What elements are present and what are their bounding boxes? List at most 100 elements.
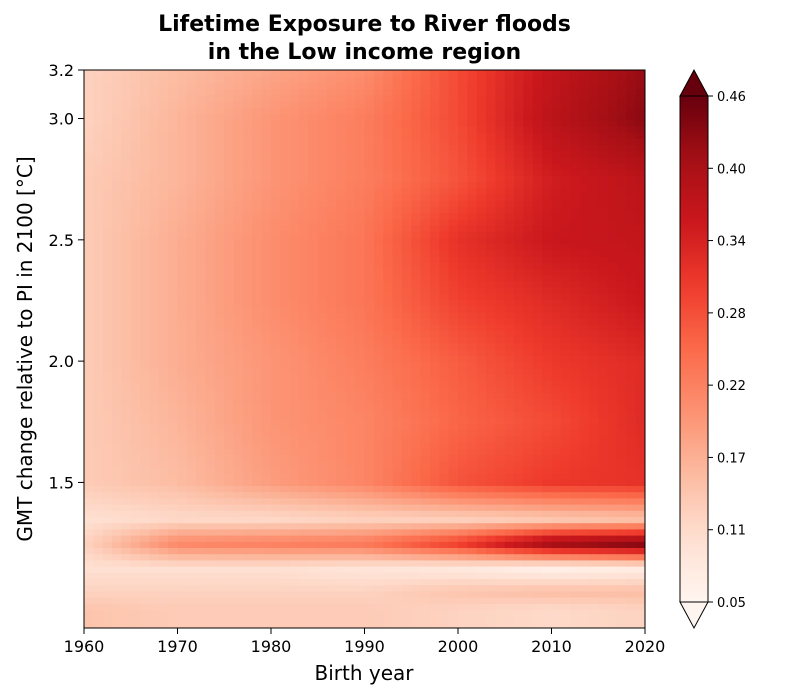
heatmap-cell: [261, 212, 272, 220]
heatmap-cell: [532, 249, 543, 257]
heatmap-cell: [130, 231, 141, 238]
heatmap-cell: [327, 603, 338, 610]
heatmap-cell: [271, 324, 281, 331]
heatmap-cell: [448, 429, 459, 437]
heatmap-cell: [233, 200, 244, 207]
heatmap-cell: [168, 194, 179, 201]
heatmap-cell: [373, 566, 384, 573]
heatmap-cell: [102, 150, 113, 158]
heatmap-cell: [598, 386, 609, 393]
heatmap-cell: [439, 504, 450, 511]
heatmap-cell: [102, 361, 113, 369]
heatmap-cell: [467, 559, 478, 567]
heatmap-cell: [439, 305, 450, 313]
heatmap-cell: [205, 398, 216, 406]
heatmap-cell: [93, 584, 104, 592]
heatmap-cell: [523, 559, 534, 567]
heatmap-cell: [149, 504, 160, 511]
heatmap-cell: [588, 404, 599, 412]
heatmap-cell: [355, 435, 366, 443]
heatmap-cell: [186, 349, 197, 356]
heatmap-cell: [233, 299, 244, 307]
heatmap-cell: [523, 268, 534, 276]
heatmap-cell: [373, 516, 384, 524]
heatmap-cell: [345, 324, 356, 331]
heatmap-cell: [514, 243, 525, 251]
heatmap-cell: [383, 473, 394, 480]
heatmap-cell: [458, 572, 468, 579]
heatmap-cell: [186, 547, 197, 555]
heatmap-cell: [579, 150, 590, 158]
heatmap-cell: [542, 336, 553, 344]
heatmap-cell: [336, 578, 347, 586]
heatmap-cell: [420, 373, 431, 381]
heatmap-cell: [158, 225, 169, 232]
heatmap-cell: [458, 274, 468, 282]
heatmap-cell: [242, 132, 253, 139]
heatmap-cell: [429, 597, 440, 604]
heatmap-cell: [588, 411, 599, 418]
heatmap-cell: [429, 318, 440, 325]
heatmap-cell: [205, 249, 216, 257]
heatmap-cell: [579, 460, 590, 468]
heatmap-cell: [420, 249, 431, 257]
heatmap-cell: [252, 510, 263, 517]
heatmap-cell: [486, 156, 496, 164]
heatmap-cell: [598, 584, 609, 592]
heatmap-cell: [514, 559, 525, 567]
heatmap-cell: [93, 411, 104, 418]
heatmap-cell: [140, 367, 151, 375]
heatmap-cell: [551, 336, 562, 344]
heatmap-cell: [345, 553, 356, 561]
heatmap-cell: [121, 510, 132, 517]
heatmap-cell: [93, 243, 104, 251]
heatmap-cell: [252, 187, 263, 195]
heatmap-cell: [504, 417, 515, 424]
heatmap-cell: [626, 566, 637, 573]
heatmap-cell: [289, 429, 300, 437]
heatmap-cell: [336, 423, 347, 431]
heatmap-cell: [411, 423, 422, 431]
heatmap-cell: [429, 311, 440, 319]
heatmap-cell: [626, 324, 637, 331]
heatmap-cell: [84, 163, 94, 170]
heatmap-cell: [448, 361, 459, 369]
heatmap-cell: [205, 318, 216, 325]
heatmap-cell: [607, 398, 618, 406]
heatmap-cell: [579, 336, 590, 344]
heatmap-cell: [168, 609, 179, 617]
heatmap-cell: [196, 454, 207, 462]
heatmap-cell: [233, 380, 244, 387]
heatmap-cell: [345, 541, 356, 548]
heatmap-cell: [102, 206, 113, 214]
heatmap-cell: [476, 566, 487, 573]
heatmap-cell: [205, 355, 216, 362]
heatmap-cell: [308, 590, 319, 598]
heatmap-cell: [289, 535, 300, 542]
heatmap-cell: [308, 373, 319, 381]
heatmap-cell: [383, 516, 394, 524]
heatmap-cell: [476, 119, 487, 127]
heatmap-cell: [579, 566, 590, 573]
heatmap-cell: [102, 621, 113, 628]
heatmap-cell: [261, 268, 272, 276]
heatmap-cell: [214, 615, 225, 623]
heatmap-cell: [495, 311, 506, 319]
heatmap-cell: [84, 373, 94, 381]
heatmap-cell: [299, 187, 309, 195]
heatmap-cell: [196, 504, 207, 511]
heatmap-cell: [598, 150, 609, 158]
heatmap-cell: [168, 330, 179, 338]
heatmap-cell: [401, 311, 412, 319]
heatmap-cell: [177, 175, 188, 183]
heatmap-cell: [280, 572, 291, 579]
heatmap-cell: [355, 553, 366, 561]
heatmap-cell: [467, 243, 478, 251]
heatmap-cell: [373, 237, 384, 245]
heatmap-cell: [542, 429, 553, 437]
heatmap-cell: [317, 411, 328, 418]
heatmap-cell: [242, 125, 253, 133]
heatmap-cell: [280, 318, 291, 325]
heatmap-cell: [289, 138, 300, 145]
heatmap-cell: [196, 479, 207, 486]
